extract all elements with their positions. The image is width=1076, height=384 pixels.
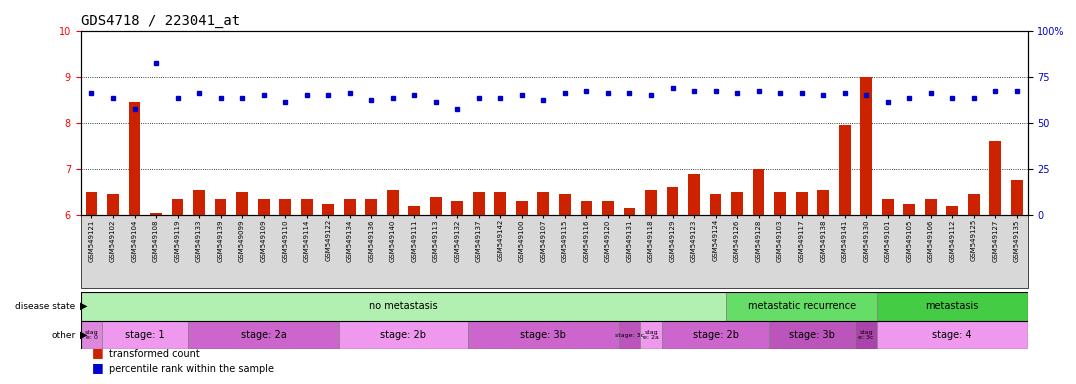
Bar [732, 192, 742, 215]
Text: stage: 2a: stage: 2a [241, 330, 286, 340]
Text: stage: 4: stage: 4 [933, 330, 972, 340]
Text: ▶: ▶ [80, 301, 87, 311]
Bar [769, 321, 855, 349]
Bar [408, 206, 420, 215]
Bar [495, 192, 507, 215]
Bar [877, 321, 1028, 349]
Bar [323, 204, 334, 215]
Bar [624, 208, 635, 215]
Bar [640, 321, 662, 349]
Bar [795, 192, 807, 215]
Text: ▶: ▶ [80, 330, 87, 340]
Bar [188, 321, 339, 349]
Bar [603, 201, 613, 215]
Bar [882, 199, 893, 215]
Bar [947, 206, 958, 215]
Bar [452, 201, 464, 215]
Bar [194, 190, 204, 215]
Bar [904, 204, 915, 215]
Bar [172, 199, 183, 215]
Bar [689, 174, 700, 215]
Text: metastasis: metastasis [925, 301, 979, 311]
Text: stage: 1: stage: 1 [126, 330, 165, 340]
Bar [775, 192, 785, 215]
Bar [366, 199, 378, 215]
Text: stage: 3b: stage: 3b [521, 330, 566, 340]
Bar [1011, 180, 1022, 215]
Text: stag
e: 2a: stag e: 2a [643, 329, 659, 341]
Bar [150, 213, 161, 215]
Bar [662, 321, 769, 349]
Bar [81, 292, 726, 321]
Bar [581, 201, 593, 215]
Bar [473, 192, 484, 215]
Bar [86, 192, 97, 215]
Bar [646, 190, 656, 215]
Text: stage: 3b: stage: 3b [790, 330, 835, 340]
Text: percentile rank within the sample: percentile rank within the sample [109, 364, 273, 374]
Text: GDS4718 / 223041_at: GDS4718 / 223041_at [81, 14, 240, 28]
Bar [343, 199, 355, 215]
Bar [726, 292, 877, 321]
Text: transformed count: transformed count [109, 349, 199, 359]
Bar [214, 199, 226, 215]
Text: metastatic recurrence: metastatic recurrence [748, 301, 855, 311]
Bar [855, 321, 877, 349]
Bar [619, 321, 640, 349]
Bar [129, 102, 140, 215]
Bar [861, 77, 872, 215]
Bar [387, 190, 398, 215]
Bar [279, 199, 291, 215]
Bar [81, 321, 102, 349]
Bar [516, 201, 527, 215]
Bar [818, 190, 829, 215]
Bar [839, 125, 850, 215]
Text: stage: 2b: stage: 2b [693, 330, 738, 340]
Text: other: other [51, 331, 75, 339]
Bar [968, 194, 979, 215]
Text: stage: 3c: stage: 3c [614, 333, 645, 338]
Text: ■: ■ [91, 346, 103, 359]
Bar [339, 321, 468, 349]
Bar [236, 192, 247, 215]
Bar [924, 199, 936, 215]
Bar [560, 194, 571, 215]
Text: no metastasis: no metastasis [369, 301, 438, 311]
Text: stag
e: 3c: stag e: 3c [859, 329, 874, 341]
Text: ■: ■ [91, 361, 103, 374]
Bar [102, 321, 188, 349]
Bar [753, 169, 764, 215]
Bar [667, 187, 679, 215]
Bar [537, 192, 549, 215]
Bar [468, 321, 619, 349]
Bar [300, 199, 312, 215]
Bar [710, 194, 722, 215]
Bar [877, 292, 1028, 321]
Bar [108, 194, 118, 215]
Text: stag
e: 0: stag e: 0 [85, 329, 98, 341]
Text: disease state: disease state [15, 302, 75, 311]
Bar [990, 141, 1001, 215]
Bar [429, 197, 441, 215]
Text: stage: 2b: stage: 2b [381, 330, 426, 340]
Bar [258, 199, 269, 215]
